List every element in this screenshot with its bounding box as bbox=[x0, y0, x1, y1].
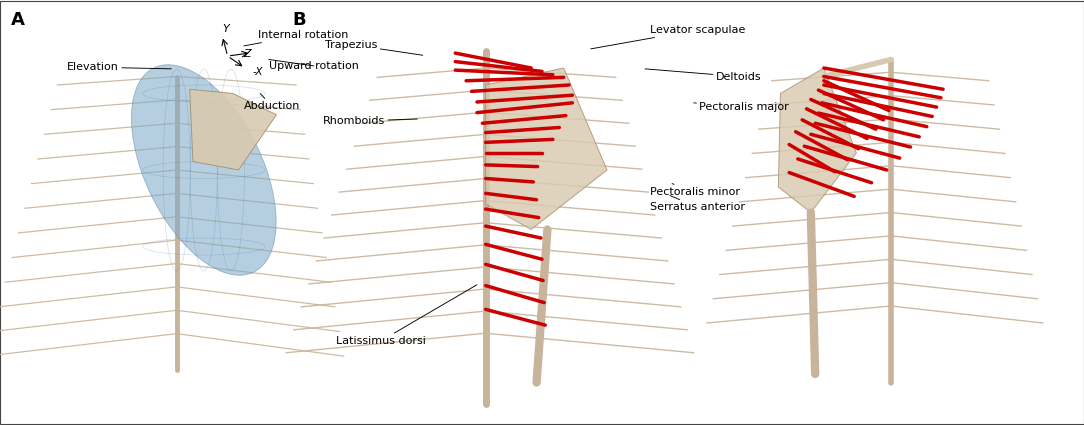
Text: Y: Y bbox=[222, 24, 229, 34]
Text: Serratus anterior: Serratus anterior bbox=[650, 196, 746, 212]
Text: Z: Z bbox=[243, 49, 251, 60]
Text: B: B bbox=[293, 11, 307, 28]
Text: A: A bbox=[11, 11, 25, 28]
Polygon shape bbox=[190, 89, 276, 170]
Ellipse shape bbox=[131, 65, 276, 275]
Text: Upward rotation: Upward rotation bbox=[269, 60, 359, 71]
Text: Abduction: Abduction bbox=[244, 94, 300, 111]
Text: Deltoids: Deltoids bbox=[645, 69, 761, 82]
Text: Rhomboids: Rhomboids bbox=[323, 116, 417, 126]
Polygon shape bbox=[486, 68, 607, 230]
Text: Pectoralis minor: Pectoralis minor bbox=[650, 184, 740, 197]
Text: Latissimus dorsi: Latissimus dorsi bbox=[336, 285, 477, 346]
Text: Elevation: Elevation bbox=[67, 62, 171, 72]
Polygon shape bbox=[778, 68, 856, 212]
Text: -X: -X bbox=[253, 67, 263, 77]
Text: Internal rotation: Internal rotation bbox=[244, 30, 348, 46]
Text: Trapezius: Trapezius bbox=[325, 40, 423, 55]
Text: Pectoralis major: Pectoralis major bbox=[694, 102, 789, 112]
Text: Levator scapulae: Levator scapulae bbox=[591, 25, 746, 49]
